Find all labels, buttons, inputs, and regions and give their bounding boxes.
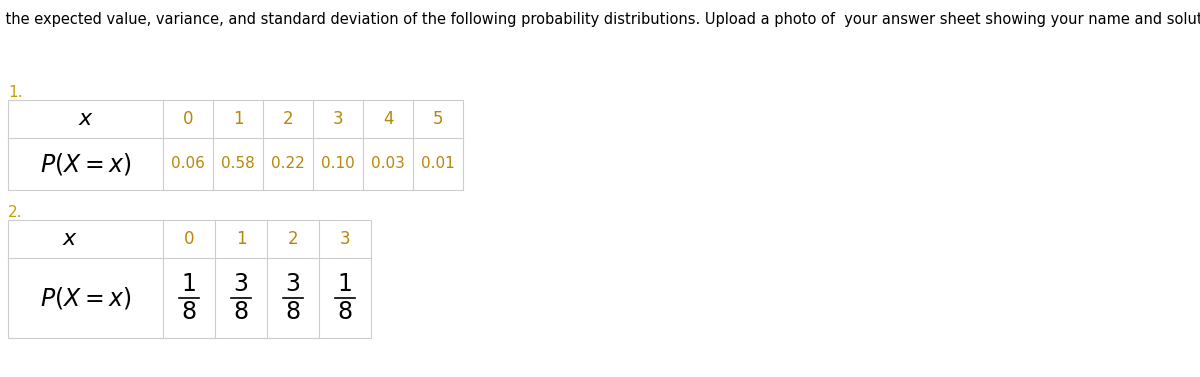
- Text: 2: 2: [288, 230, 299, 248]
- Text: 0.58: 0.58: [221, 156, 254, 172]
- Text: 0: 0: [184, 230, 194, 248]
- Text: 0: 0: [182, 110, 193, 128]
- Text: 8: 8: [181, 300, 197, 324]
- Text: 0.06: 0.06: [172, 156, 205, 172]
- Text: $P(X = x)$: $P(X = x)$: [40, 151, 131, 177]
- Text: 3: 3: [234, 272, 248, 296]
- Text: 1.: 1.: [8, 85, 23, 100]
- Text: 0.03: 0.03: [371, 156, 404, 172]
- Text: 3: 3: [286, 272, 300, 296]
- Text: $\mathit{x}$: $\mathit{x}$: [62, 229, 78, 249]
- Text: 2: 2: [283, 110, 293, 128]
- Text: 1: 1: [337, 272, 353, 296]
- Text: 3: 3: [340, 230, 350, 248]
- Text: 8: 8: [234, 300, 248, 324]
- Text: 1: 1: [181, 272, 197, 296]
- Text: 5: 5: [433, 110, 443, 128]
- Text: $P(X = x)$: $P(X = x)$: [40, 285, 131, 311]
- Text: $\mathit{x}$: $\mathit{x}$: [78, 109, 94, 129]
- Text: 0.22: 0.22: [271, 156, 305, 172]
- Bar: [8, 220, 371, 338]
- Text: 8: 8: [286, 300, 300, 324]
- Text: Find the expected value, variance, and standard deviation of the following proba: Find the expected value, variance, and s…: [0, 12, 1200, 27]
- Text: 0.10: 0.10: [322, 156, 355, 172]
- Text: 2.: 2.: [8, 205, 23, 220]
- Text: 4: 4: [383, 110, 394, 128]
- Text: 8: 8: [337, 300, 353, 324]
- Text: 3: 3: [332, 110, 343, 128]
- Bar: [8, 100, 463, 190]
- Text: 1: 1: [233, 110, 244, 128]
- Text: 0.01: 0.01: [421, 156, 455, 172]
- Text: 1: 1: [235, 230, 246, 248]
